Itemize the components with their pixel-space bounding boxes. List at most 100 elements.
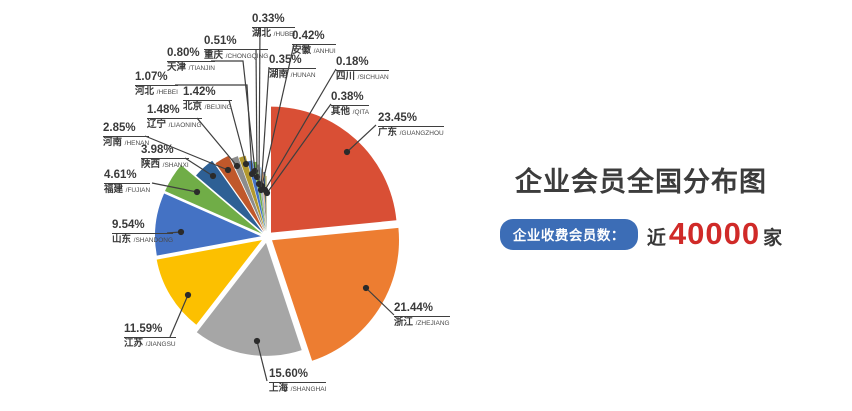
leader-line-beijing: [228, 99, 247, 165]
slice-name: 山东 /SHANDONG: [112, 234, 174, 246]
slice-percent: 1.07%: [135, 71, 178, 86]
slice-label-beijing: 1.42% 北京 /BEIJING: [183, 86, 232, 112]
slice-name: 河北 /HEBEI: [135, 86, 178, 98]
slice-pinyin: /SICHUAN: [357, 74, 389, 82]
leader-dot-shanxi: [209, 172, 217, 180]
slice-pinyin: /QITA: [352, 109, 370, 117]
pie-slice-fujian: [165, 165, 262, 234]
leader-dot-fujian: [193, 188, 201, 196]
slice-label-hebei: 1.07% 河北 /HEBEI: [135, 71, 178, 97]
leader-line-shanghai: [256, 340, 268, 382]
stat-number: 40000: [668, 216, 761, 251]
leader-dot-jiangsu: [184, 291, 192, 299]
member-count-badge: 企业收费会员数：: [499, 218, 638, 250]
leader-line-fujian: [151, 182, 198, 193]
leader-dot-liaoning: [233, 162, 241, 170]
leader-dot-henan: [224, 166, 232, 174]
pie-chart-area: 23.45% 广东 /GUANGZHOU 21.44% 浙江 /ZHEJIANG 15.…: [103, 13, 450, 395]
slice-label-chongqing: 0.51% 重庆 /CHONGQING: [204, 35, 269, 62]
leader-line-chongqing: [255, 48, 258, 178]
pie-slice-beijing: [239, 155, 266, 232]
slice-pinyin: /BEIJING: [204, 104, 232, 112]
leader-line-liaoning: [196, 117, 238, 167]
slice-label-fujian: 4.61% 福建 /FUJIAN: [104, 169, 151, 196]
slice-name: 四川 /SICHUAN: [336, 71, 389, 83]
slice-pinyin: /HENAN: [124, 140, 150, 148]
slice-label-sichuan: 0.18% 四川 /SICHUAN: [336, 56, 389, 82]
leader-line-hubei: [258, 26, 261, 185]
stat-row: 企业收费会员数： 近 40000 家: [430, 216, 852, 252]
slice-percent: 0.33%: [252, 13, 296, 28]
slice-pinyin: /FUJIAN: [125, 187, 151, 195]
slice-label-hubei: 0.33% 湖北 /HUBEI: [252, 13, 296, 40]
slice-percent: 0.80%: [167, 47, 216, 62]
slice-pinyin: /HUNAN: [290, 72, 316, 80]
pie-slice-zhejiang: [272, 227, 400, 361]
slice-pinyin: /SHANDONG: [133, 237, 174, 245]
slice-name: 北京 /BEIJING: [183, 101, 232, 113]
slice-name: 其他 /QITA: [331, 106, 370, 118]
slice-pinyin: /CHONGQING: [225, 53, 269, 61]
slice-name: 陕西 /SHANXI: [141, 159, 189, 171]
slice-percent: 11.59%: [124, 323, 176, 338]
slice-label-tianjin: 0.80% 天津 /TIANJIN: [167, 47, 216, 74]
slice-pinyin: /HEBEI: [156, 89, 178, 97]
slice-pinyin: /TIANJIN: [188, 65, 216, 73]
member-count-stat: 近 40000 家: [647, 216, 782, 252]
slice-label-liaoning: 1.48% 辽宁 /LIAONING: [147, 104, 202, 130]
slice-pinyin: /ZHEJIANG: [415, 320, 450, 328]
info-panel: 企业会员全国分布图 企业收费会员数： 近 40000 家: [430, 0, 852, 411]
leader-line-zhejiang: [365, 287, 395, 316]
leader-line-guangzhou: [346, 124, 377, 153]
slice-name: 天津 /TIANJIN: [167, 62, 216, 74]
slice-percent: 0.18%: [336, 56, 389, 71]
leader-dot-guangzhou: [343, 148, 351, 156]
leader-line-qita: [266, 103, 332, 194]
slice-label-qita: 0.38% 其他 /QITA: [331, 91, 370, 118]
slice-percent: 0.51%: [204, 35, 269, 50]
page-title: 企业会员全国分布图: [515, 167, 767, 197]
pie-slice-henan: [215, 155, 264, 232]
pie-slice-hebei: [247, 160, 266, 232]
slice-name: 江苏 /JIANGSU: [124, 338, 176, 350]
slice-label-shanghai: 15.60% 上海 /SHANGHAI: [269, 368, 327, 395]
leader-line-sichuan: [264, 68, 337, 191]
slice-name: 福建 /FUJIAN: [104, 184, 151, 196]
leader-dot-shanghai: [253, 337, 261, 345]
slice-label-guangzhou: 23.45% 广东 /GUANGZHOU: [378, 112, 444, 138]
slice-percent: 0.35%: [269, 54, 316, 69]
slice-pinyin: /LIAONING: [168, 122, 202, 130]
slice-name: 湖北 /HUBEI: [252, 28, 296, 40]
leader-dot-qita: [263, 189, 271, 197]
slice-percent: 21.44%: [394, 302, 450, 317]
slice-percent: 1.42%: [183, 86, 232, 101]
slice-label-zhejiang: 21.44% 浙江 /ZHEJIANG: [394, 302, 450, 328]
slice-pinyin: /HUBEI: [273, 31, 296, 39]
slice-name: 上海 /SHANGHAI: [269, 383, 327, 395]
leader-line-jiangsu: [169, 294, 189, 338]
slice-pinyin: /GUANGZHOU: [399, 130, 444, 138]
slice-name: 重庆 /CHONGQING: [204, 50, 269, 62]
slice-label-shandong: 9.54% 山东 /SHANDONG: [112, 219, 174, 246]
leader-line-hunan: [260, 66, 270, 191]
leader-dot-shandong: [177, 228, 185, 236]
slice-pinyin: /JIANGSU: [145, 341, 176, 349]
slice-pinyin: /SHANXI: [162, 162, 189, 170]
slice-percent: 9.54%: [112, 219, 174, 234]
slice-label-jiangsu: 11.59% 江苏 /JIANGSU: [124, 323, 176, 349]
slice-percent: 0.38%: [331, 91, 370, 106]
slice-name: 浙江 /ZHEJIANG: [394, 317, 450, 329]
slice-name: 安徽 /ANHUI: [292, 45, 336, 57]
slice-label-hunan: 0.35% 湖南 /HUNAN: [269, 54, 316, 80]
slice-name: 广东 /GUANGZHOU: [378, 127, 444, 139]
leader-line-hebei: [175, 84, 253, 175]
slice-name: 湖南 /HUNAN: [269, 69, 316, 81]
slice-percent: 1.48%: [147, 104, 202, 119]
pie-slice-liaoning: [230, 156, 265, 232]
pie-slice-shandong: [155, 193, 261, 256]
slice-pinyin: /ANHUI: [313, 48, 336, 56]
slice-label-henan: 2.85% 河南 /HENAN: [103, 122, 150, 148]
slice-percent: 0.42%: [292, 30, 336, 45]
slice-pinyin: /SHANGHAI: [290, 386, 327, 394]
pie-chart-svg: [144, 26, 400, 382]
